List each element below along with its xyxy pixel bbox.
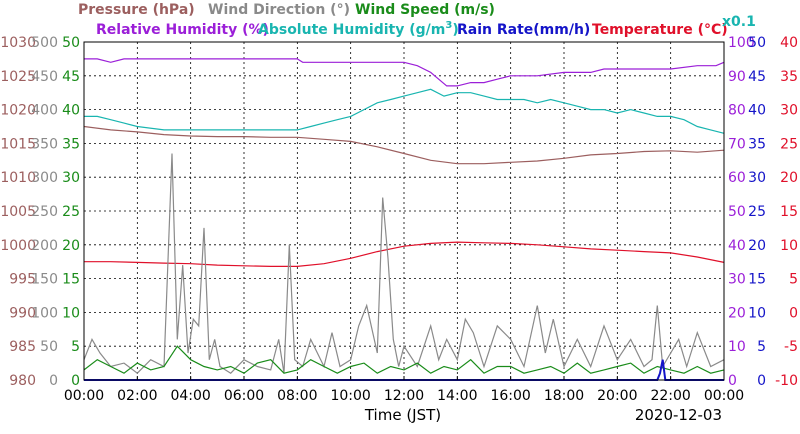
x-tick-label: 04:00 [170, 388, 210, 404]
wind_direction-tick-label: 350 [31, 136, 58, 152]
pressure-line [83, 125, 725, 165]
wind_speed-tick-label: 20 [62, 238, 80, 254]
temperature-tick-label: 40 [780, 35, 798, 51]
humidity-tick-label: 0 [728, 373, 737, 389]
axis-ticks: 1030102510201015101010051000995990985980… [0, 35, 798, 404]
x-axis-label: Time (JST) [364, 406, 441, 424]
x-tick-label: 10:00 [330, 388, 370, 404]
pressure-tick-label: 1030 [0, 35, 36, 51]
pressure-tick-label: 995 [9, 272, 36, 288]
x-tick-label: 00:00 [64, 388, 104, 404]
humidity-tick-label: 40 [728, 238, 746, 254]
wind_direction-tick-label: 50 [40, 339, 58, 355]
temperature-tick-label: 25 [780, 136, 798, 152]
wind_speed-tick-label: 30 [62, 170, 80, 186]
pressure-tick-label: 1025 [0, 69, 36, 85]
wind_direction-tick-label: 500 [31, 35, 58, 51]
humidity-tick-label: 100 [728, 35, 755, 51]
humidity-tick-label: 50 [728, 204, 746, 220]
pressure-tick-label: 1000 [0, 238, 36, 254]
pressure-tick-label: 985 [9, 339, 36, 355]
wind_speed-tick-label: 5 [71, 339, 80, 355]
x-tick-label: 08:00 [277, 388, 317, 404]
wind_direction-tick-label: 300 [31, 170, 58, 186]
wind_direction-tick-label: 200 [31, 238, 58, 254]
rain_rate-tick-label: 25 [748, 204, 766, 220]
wind_speed-tick-label: 45 [62, 69, 80, 85]
temperature-tick-label: 0 [789, 305, 798, 321]
pressure-tick-label: 1010 [0, 170, 36, 186]
x-tick-label: 14:00 [437, 388, 477, 404]
temperature-title: Temperature (°C) [592, 22, 728, 38]
wind_direction-tick-label: 0 [49, 373, 58, 389]
x-tick-label: 00:00 [704, 388, 744, 404]
temperature-tick-label: 5 [789, 272, 798, 288]
x-tick-label: 18:00 [544, 388, 584, 404]
rain_rate-tick-label: 0 [757, 373, 766, 389]
temperature-tick-label: -5 [784, 339, 798, 355]
wind_speed-tick-label: 15 [62, 272, 80, 288]
wind_direction-tick-label: 400 [31, 103, 58, 119]
abs-humidity-title: Absolute Humidity (g/m3) [258, 20, 459, 38]
pressure-tick-label: 980 [9, 373, 36, 389]
wind_speed-tick-label: 50 [62, 35, 80, 51]
wind-speed-line [83, 345, 725, 374]
humidity-tick-label: 30 [728, 272, 746, 288]
rain_rate-tick-label: 50 [748, 35, 766, 51]
wind_speed-tick-label: 40 [62, 103, 80, 119]
x-tick-label: 20:00 [597, 388, 637, 404]
x-tick-label: 16:00 [490, 388, 530, 404]
humidity-tick-label: 20 [728, 305, 746, 321]
wind_speed-tick-label: 10 [62, 305, 80, 321]
wind-direction-line [83, 153, 725, 374]
temperature-tick-label: 15 [780, 204, 798, 220]
chart-titles: Pressure (hPa) Wind Direction (°) Wind S… [78, 2, 756, 424]
wind_direction-tick-label: 100 [31, 305, 58, 321]
wind_speed-tick-label: 25 [62, 204, 80, 220]
temperature-tick-label: 10 [780, 238, 798, 254]
humidity-line [84, 58, 725, 87]
x-tick-label: 06:00 [224, 388, 264, 404]
wind_direction-tick-label: 250 [31, 204, 58, 220]
x-tick-label: 02:00 [117, 388, 157, 404]
humidity-tick-label: 90 [728, 69, 746, 85]
pressure-title: Pressure (hPa) [78, 2, 195, 18]
temperature-tick-label: 30 [780, 103, 798, 119]
abs-humidity-scale-label: x0.1 [722, 14, 756, 30]
rain_rate-tick-label: 45 [748, 69, 766, 85]
temperature-tick-label: -10 [775, 373, 798, 389]
pressure-tick-label: 990 [9, 305, 36, 321]
abs-humidity-line [84, 88, 725, 134]
humidity-title: Relative Humidity (%) [96, 22, 269, 38]
pressure-tick-label: 1005 [0, 204, 36, 220]
date-label: 2020-12-03 [635, 406, 722, 424]
temperature-line [84, 241, 725, 267]
plot-grid [84, 42, 724, 380]
humidity-tick-label: 80 [728, 103, 746, 119]
temperature-tick-label: 20 [780, 170, 798, 186]
rain-rate-title: Rain Rate(mm/h) [457, 22, 590, 38]
pressure-tick-label: 1015 [0, 136, 36, 152]
rain_rate-tick-label: 20 [748, 238, 766, 254]
rain_rate-tick-label: 30 [748, 170, 766, 186]
humidity-tick-label: 10 [728, 339, 746, 355]
rain_rate-tick-label: 5 [757, 339, 766, 355]
humidity-tick-label: 60 [728, 170, 746, 186]
x-tick-label: 22:00 [650, 388, 690, 404]
humidity-tick-label: 70 [728, 136, 746, 152]
pressure-tick-label: 1020 [0, 103, 36, 119]
wind_speed-tick-label: 0 [71, 373, 80, 389]
wind-speed-title: Wind Speed (m/s) [355, 2, 495, 18]
wind_direction-tick-label: 150 [31, 272, 58, 288]
wind_speed-tick-label: 35 [62, 136, 80, 152]
rain_rate-tick-label: 40 [748, 103, 766, 119]
wind_direction-tick-label: 450 [31, 69, 58, 85]
temperature-tick-label: 35 [780, 69, 798, 85]
x-tick-label: 12:00 [384, 388, 424, 404]
rain_rate-tick-label: 10 [748, 305, 766, 321]
rain_rate-tick-label: 15 [748, 272, 766, 288]
rain_rate-tick-label: 35 [748, 136, 766, 152]
wind-direction-title: Wind Direction (°) [208, 2, 350, 18]
